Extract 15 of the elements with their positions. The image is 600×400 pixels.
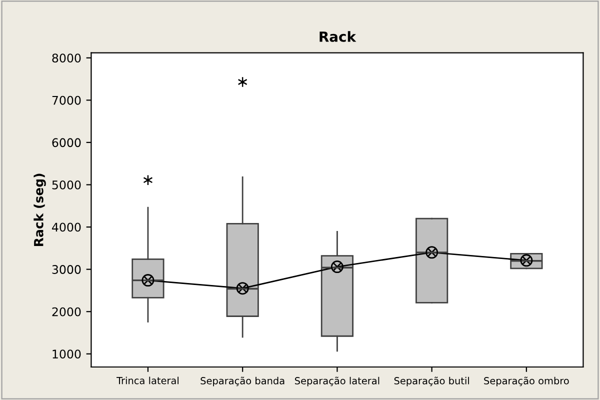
chart-title: Rack xyxy=(320,31,356,42)
y-tick-label: 7000 xyxy=(52,96,81,105)
y-tick-label: 6000 xyxy=(52,138,81,148)
x-tick-label: Separação butil xyxy=(394,376,469,386)
y-tick-label: 3000 xyxy=(52,265,81,274)
y-tick-label: 8000 xyxy=(52,54,81,63)
x-tick-label: Separação banda xyxy=(200,376,284,386)
y-tick-label: 5000 xyxy=(52,180,81,190)
y-axis-title: Rack (seg) xyxy=(34,174,46,246)
y-tick-label: 4000 xyxy=(52,222,81,232)
y-tick-label: 2000 xyxy=(52,307,81,316)
y-tick-label: 1000 xyxy=(52,350,81,359)
x-tick-label: Separação ombro xyxy=(484,376,569,386)
x-tick-label: Trinca lateral xyxy=(116,376,178,384)
x-tick-label: Separação lateral xyxy=(294,376,380,386)
